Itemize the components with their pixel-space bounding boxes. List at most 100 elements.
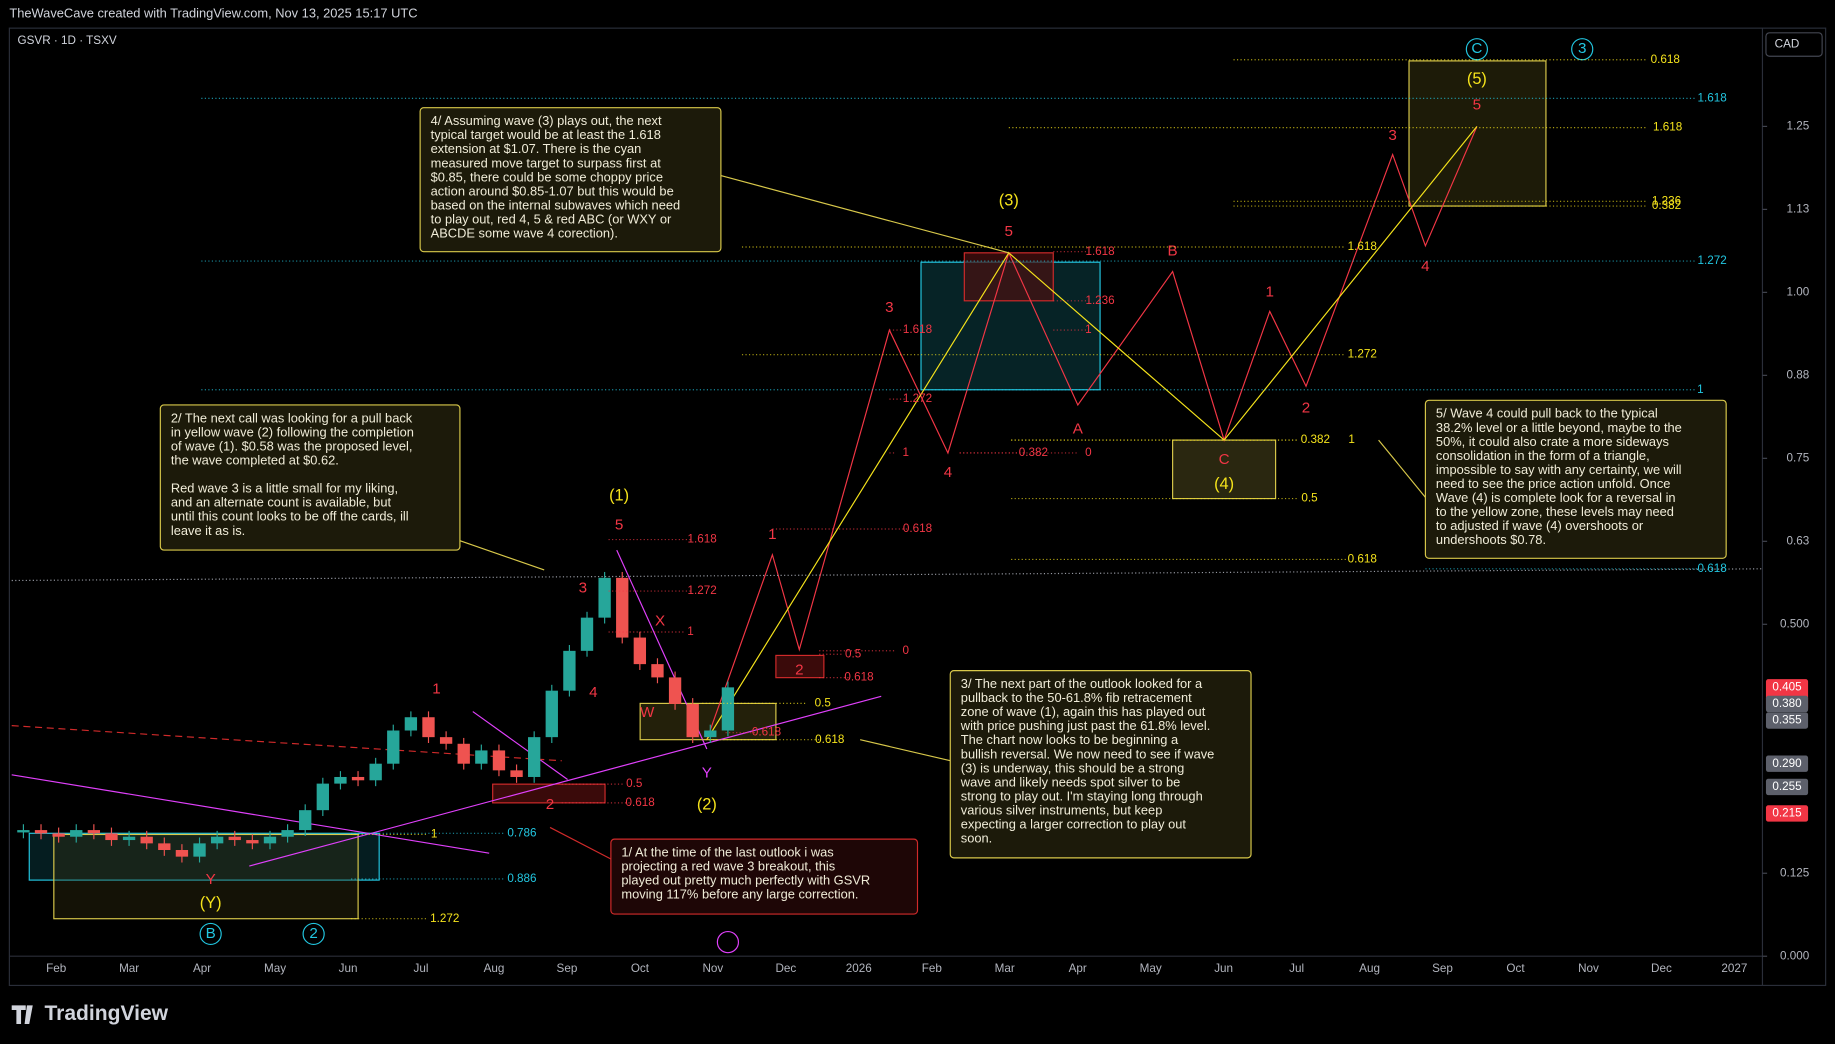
fib-label: 0.618 [1348,553,1377,566]
candle [70,830,83,837]
price-badge-label: 0.215 [1772,807,1802,820]
candle [475,750,488,764]
callout [1378,439,1426,498]
drawings [11,60,1763,954]
trendline [472,711,568,780]
fib-label: 1.618 [1085,245,1114,258]
x-tick-label: Nov [1578,962,1599,975]
fib-label: 1.618 [688,533,717,546]
red-small-zone [775,654,825,679]
candle [439,737,453,744]
fib-label: 0.786 [507,826,536,839]
wave-label: C [1471,40,1482,57]
fib-label: 1 [1697,383,1704,396]
wave-label: (2) [697,796,717,814]
candle [457,743,470,764]
candle [510,770,523,777]
x-tick-label: Feb [46,962,67,975]
price-badge-label: 0.255 [1772,780,1802,793]
annotation-text: moving 117% before any large correction. [621,887,858,902]
annotation-text: bullish reversal. We now need to see if … [961,746,1215,761]
candle [246,840,259,844]
candle [580,617,594,651]
annotation-text: extension at $1.07. There is the cyan [431,141,642,156]
x-tick-label: Mar [119,962,139,975]
red-zone [963,252,1054,302]
y-tick-label: 0.88 [1787,368,1810,381]
x-tick-label: Feb [922,962,943,975]
candle [316,783,329,811]
wave-label: B [206,925,216,942]
wave-label: 1 [768,526,776,543]
wave4-zone [1172,439,1277,500]
candle [563,650,576,691]
annotation-text: consolidation in the form of a triangle, [1436,448,1650,463]
annotation-text: based on the internal subwaves which nee… [431,197,681,212]
fib-label: 0.618 [626,796,655,809]
price-badge [1765,712,1809,729]
annotation-text: expecting a larger correction to play ou… [961,817,1187,832]
annotation-text: played out pretty much perfectly with GS… [621,873,870,888]
fib-label: 1 [903,446,910,459]
wave-label: (3) [999,192,1019,210]
trendline [249,695,882,867]
annotation-text: zone of wave (1), again this has played … [961,704,1206,719]
annotation-text: until this count looks to be off the car… [171,509,409,524]
y-tick-label: 0.125 [1780,866,1810,879]
annotation-text: with price pushing just past the 61.8% l… [960,718,1210,733]
wave-label: 2 [1302,399,1310,416]
annotation-text: typical target would be at least the 1.6… [431,127,661,142]
annotation-text: pullback to the 50-61.8% fib retracement [961,690,1192,705]
wave-label: 4 [589,684,598,701]
candle [175,850,189,857]
wave-label: Y [702,765,712,782]
candle [633,637,647,665]
red-small-zone [492,783,606,804]
callout [459,540,545,571]
callout [860,739,951,762]
annotation-text: of wave (1). $0.58 was the proposed leve… [171,439,413,454]
fib-label: 1.618 [1653,121,1682,134]
candle [598,577,611,618]
price-badge-label: 0.355 [1772,714,1802,727]
wave-label: 5 [1473,96,1481,113]
candle [210,836,224,844]
wave-label: A [1073,421,1084,438]
annotation-text: action around $0.85-1.07 but this would … [431,183,674,198]
wave-label: 2 [309,925,317,942]
wave-circle [302,922,325,946]
fib-label: 0.618 [815,733,844,746]
y-tick-label: 0.75 [1787,451,1810,464]
yellow-base-zone [53,833,359,920]
wave-label: 2 [546,796,554,813]
x-tick-label: Jul [1289,962,1304,975]
fib-label: 0.618 [903,522,932,535]
x-tick-label: 2027 [1721,962,1747,975]
callout [549,826,612,860]
annotation-box [419,107,722,253]
fib-label: 0.886 [507,872,536,885]
fib-label: 0.618 [752,726,781,739]
level-line [11,568,1763,582]
y-tick-label: 1.00 [1787,285,1810,298]
wave-label: 4 [944,464,953,481]
price-badge-label: 0.290 [1772,757,1802,770]
wave-label: 3 [579,580,587,597]
wave-label: C [1219,451,1230,468]
credit: TheWaveCave created with TradingView.com… [9,6,417,21]
wave-label: 5 [615,517,623,534]
event-icon[interactable] [716,931,740,954]
y-tick-label: 0.63 [1787,534,1810,547]
fib-label: 1.236 [1085,294,1114,307]
fib-label: 0.5 [845,647,862,660]
candle [545,690,558,738]
currency[interactable]: CAD [1775,38,1800,51]
x-tick-label: May [264,962,286,975]
currency-box[interactable] [1765,32,1823,57]
annotation-text: the wave completed at $0.62. [171,453,339,468]
annotation-box [1424,399,1727,559]
fib-label: 0 [1085,446,1092,459]
annotation-text: 50%, it could also crate a more sideways [1436,434,1669,449]
x-tick-label: Oct [631,962,650,975]
candle [616,577,629,638]
